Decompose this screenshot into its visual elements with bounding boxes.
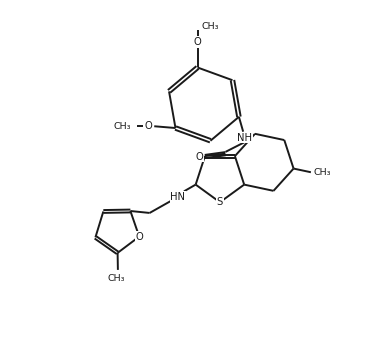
Text: HN: HN xyxy=(170,192,186,202)
Text: O: O xyxy=(144,121,152,131)
Text: O: O xyxy=(194,37,201,47)
Text: CH₃: CH₃ xyxy=(114,122,131,131)
Text: S: S xyxy=(217,197,223,207)
Text: O: O xyxy=(135,232,143,242)
Text: CH₃: CH₃ xyxy=(107,273,125,282)
Text: O: O xyxy=(195,151,203,161)
Text: NH: NH xyxy=(238,133,252,143)
Text: CH₃: CH₃ xyxy=(314,168,331,177)
Text: CH₃: CH₃ xyxy=(201,21,219,31)
